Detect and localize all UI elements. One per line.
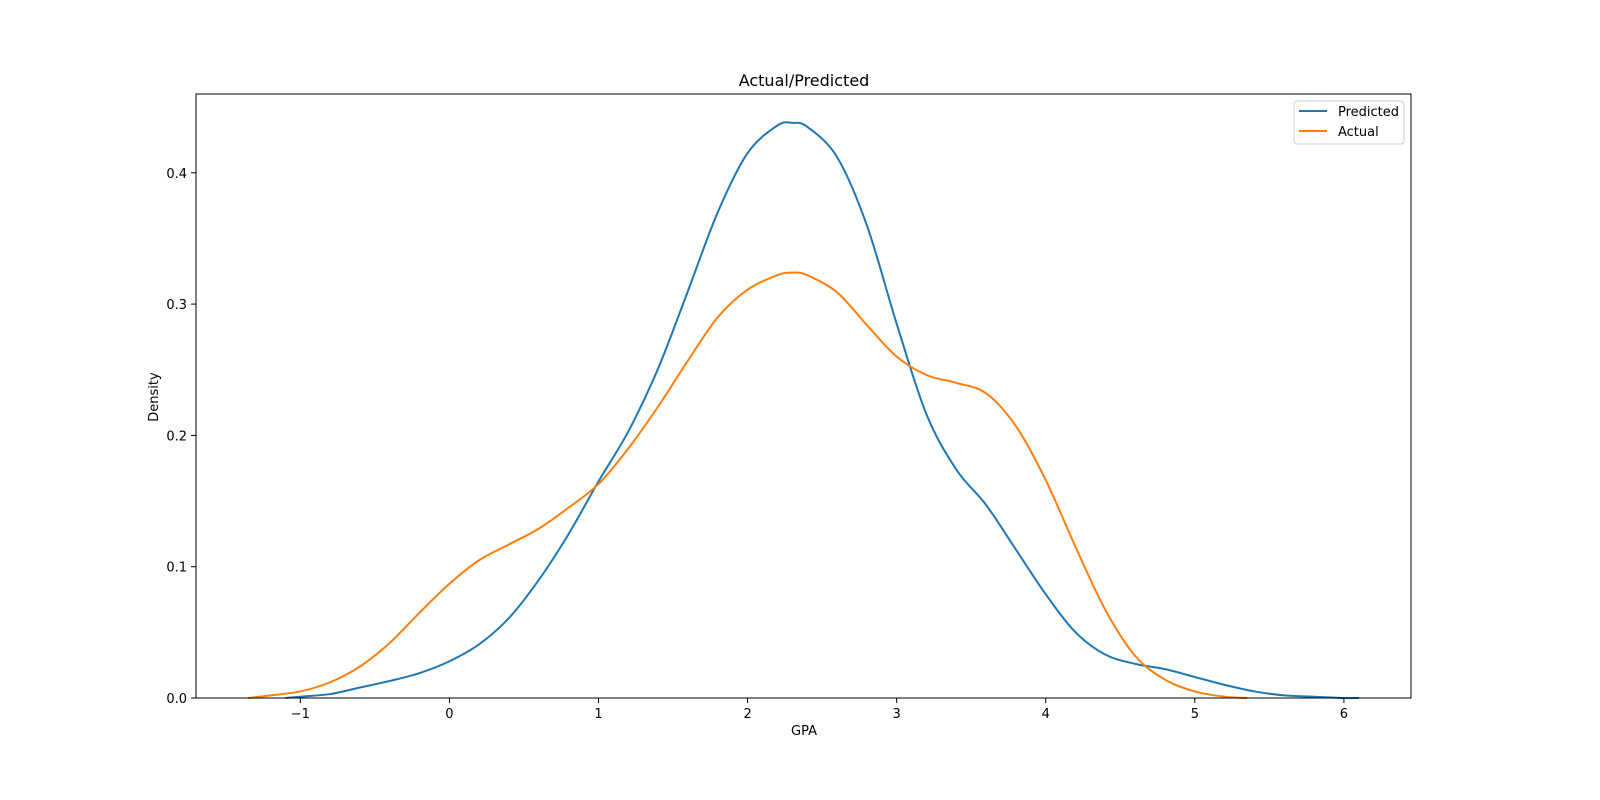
legend-label-actual: Actual bbox=[1338, 125, 1379, 140]
plot-lines bbox=[248, 121, 1359, 700]
y-tick-label: 0.2 bbox=[166, 429, 187, 444]
x-tick-label: 4 bbox=[1042, 707, 1050, 722]
y-tick-label: 0.0 bbox=[166, 692, 187, 707]
chart-title: Actual/Predicted bbox=[739, 71, 870, 90]
x-axis-label: GPA bbox=[791, 724, 817, 739]
legend: Predicted Actual bbox=[1293, 100, 1405, 145]
series-line-actual bbox=[248, 271, 1248, 699]
y-tick-label: 0.1 bbox=[166, 561, 187, 576]
x-axis-ticks: −1 0 1 2 3 4 5 6 bbox=[291, 698, 1348, 722]
x-tick-label: 1 bbox=[594, 707, 602, 722]
y-tick-label: 0.3 bbox=[166, 298, 187, 313]
plot-frame bbox=[195, 93, 1412, 699]
x-tick-label: 3 bbox=[893, 707, 901, 722]
x-tick-label: 2 bbox=[743, 707, 751, 722]
x-tick-label: 6 bbox=[1340, 707, 1348, 722]
y-axis-label: Density bbox=[147, 372, 162, 422]
legend-label-predicted: Predicted bbox=[1338, 105, 1399, 120]
series-line-predicted bbox=[285, 121, 1359, 700]
y-tick-label: 0.4 bbox=[166, 167, 187, 182]
x-tick-label: 0 bbox=[445, 707, 453, 722]
x-tick-label: −1 bbox=[291, 707, 310, 722]
x-tick-label: 5 bbox=[1191, 707, 1199, 722]
y-axis-ticks: 0.0 0.1 0.2 0.3 0.4 bbox=[166, 167, 196, 707]
legend-items: Predicted Actual bbox=[1299, 105, 1399, 140]
